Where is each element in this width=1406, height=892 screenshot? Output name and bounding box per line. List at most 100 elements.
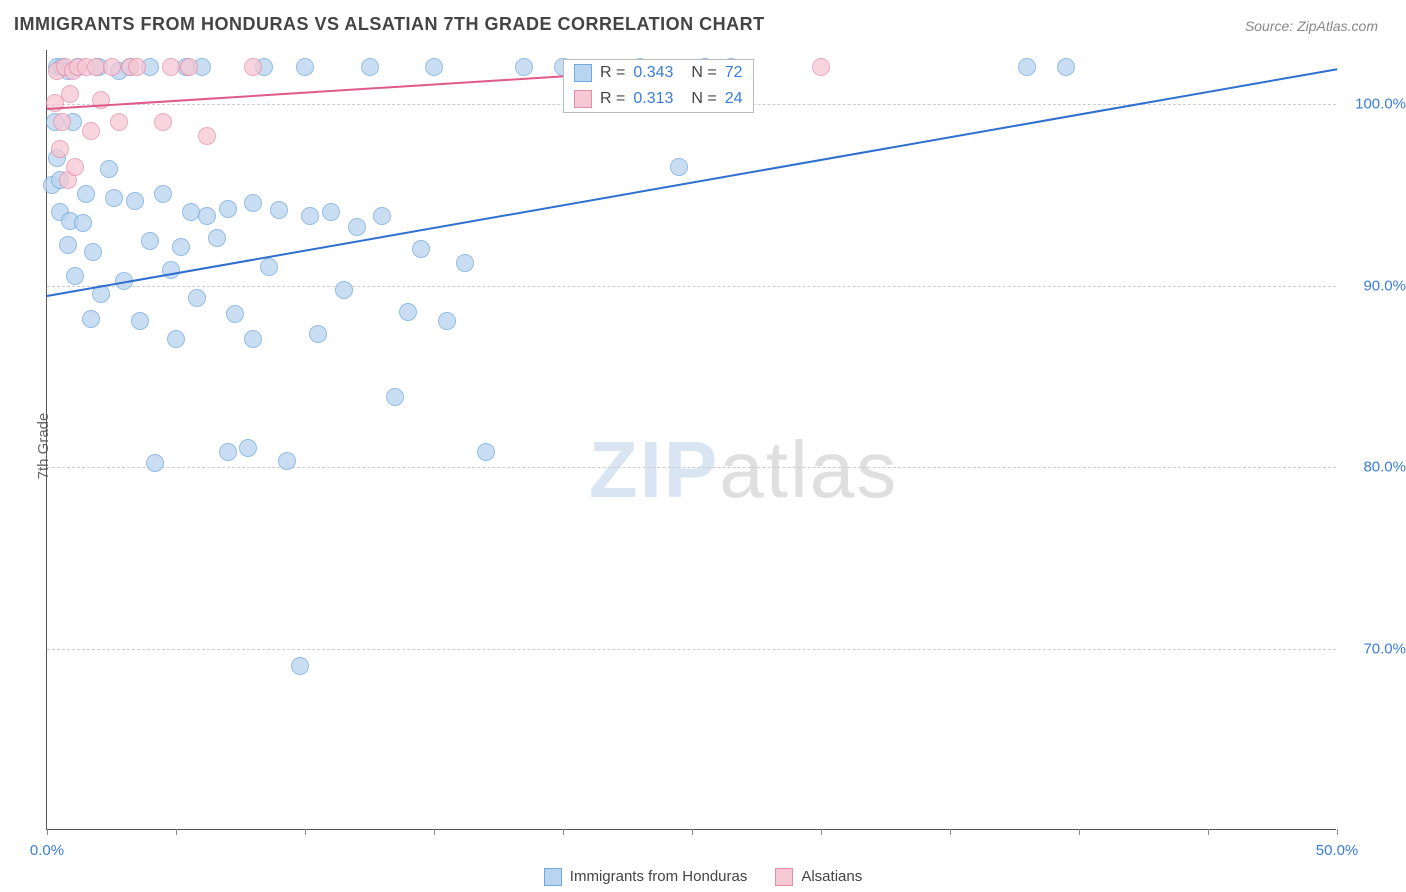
data-point xyxy=(105,189,123,207)
data-point xyxy=(162,261,180,279)
data-point xyxy=(77,185,95,203)
stat-swatch xyxy=(574,64,592,82)
bottom-legend: Immigrants from Honduras Alsatians xyxy=(0,868,1406,886)
chart-title: IMMIGRANTS FROM HONDURAS VS ALSATIAN 7TH… xyxy=(14,14,765,35)
data-point xyxy=(154,185,172,203)
data-point xyxy=(270,201,288,219)
data-point xyxy=(59,236,77,254)
stat-n-prefix: N = xyxy=(691,90,716,108)
stat-r-value: 0.343 xyxy=(633,64,673,82)
data-point xyxy=(1057,58,1075,76)
data-point xyxy=(167,330,185,348)
legend-item-alsatians: Alsatians xyxy=(775,868,862,886)
data-point xyxy=(66,158,84,176)
y-tick-label: 80.0% xyxy=(1346,459,1406,476)
x-tick-label: 0.0% xyxy=(30,842,64,859)
stat-r-value: 0.313 xyxy=(633,90,673,108)
data-point xyxy=(208,229,226,247)
y-tick-label: 70.0% xyxy=(1346,640,1406,657)
data-point xyxy=(239,439,257,457)
data-point xyxy=(670,158,688,176)
data-point xyxy=(126,192,144,210)
data-point xyxy=(438,312,456,330)
data-point xyxy=(154,113,172,131)
x-tick-mark xyxy=(821,829,822,835)
data-point xyxy=(141,232,159,250)
data-point xyxy=(61,85,79,103)
data-point xyxy=(162,58,180,76)
legend-label-honduras: Immigrants from Honduras xyxy=(570,868,748,885)
plot-area: ZIPatlas 70.0%80.0%90.0%100.0%0.0%50.0%R… xyxy=(46,50,1336,830)
data-point xyxy=(219,443,237,461)
stat-r-prefix: R = xyxy=(600,90,625,108)
data-point xyxy=(412,240,430,258)
data-point xyxy=(244,58,262,76)
data-point xyxy=(131,312,149,330)
data-point xyxy=(278,452,296,470)
x-tick-mark xyxy=(47,829,48,835)
data-point xyxy=(180,58,198,76)
stat-box: R = 0.343 N = 72 R = 0.313 N = 24 xyxy=(563,59,754,113)
x-tick-mark xyxy=(305,829,306,835)
data-point xyxy=(82,310,100,328)
data-point xyxy=(128,58,146,76)
data-point xyxy=(198,127,216,145)
legend-swatch-alsatians xyxy=(775,868,793,886)
data-point xyxy=(456,254,474,272)
data-point xyxy=(172,238,190,256)
x-tick-mark xyxy=(176,829,177,835)
data-point xyxy=(386,388,404,406)
x-tick-mark xyxy=(692,829,693,835)
data-point xyxy=(296,58,314,76)
watermark-prefix: ZIP xyxy=(589,425,719,514)
stat-n-value: 72 xyxy=(725,64,743,82)
y-tick-label: 100.0% xyxy=(1346,96,1406,113)
y-tick-label: 90.0% xyxy=(1346,277,1406,294)
data-point xyxy=(399,303,417,321)
data-point xyxy=(146,454,164,472)
data-point xyxy=(51,140,69,158)
data-point xyxy=(74,214,92,232)
data-point xyxy=(82,122,100,140)
stat-n-prefix: N = xyxy=(691,64,716,82)
gridline-h xyxy=(47,467,1336,468)
stat-swatch xyxy=(574,90,592,108)
x-tick-label: 50.0% xyxy=(1316,842,1359,859)
source-label: Source: ZipAtlas.com xyxy=(1245,18,1378,34)
data-point xyxy=(309,325,327,343)
data-point xyxy=(84,243,102,261)
data-point xyxy=(100,160,118,178)
watermark: ZIPatlas xyxy=(589,424,898,516)
data-point xyxy=(335,281,353,299)
data-point xyxy=(226,305,244,323)
x-tick-mark xyxy=(1337,829,1338,835)
stat-n-value: 24 xyxy=(725,90,743,108)
x-tick-mark xyxy=(563,829,564,835)
data-point xyxy=(198,207,216,225)
data-point xyxy=(361,58,379,76)
data-point xyxy=(53,113,71,131)
stat-row: R = 0.313 N = 24 xyxy=(564,86,753,112)
data-point xyxy=(110,113,128,131)
data-point xyxy=(66,267,84,285)
data-point xyxy=(477,443,495,461)
data-point xyxy=(812,58,830,76)
data-point xyxy=(260,258,278,276)
data-point xyxy=(219,200,237,218)
data-point xyxy=(373,207,391,225)
x-tick-mark xyxy=(950,829,951,835)
legend-label-alsatians: Alsatians xyxy=(801,868,862,885)
data-point xyxy=(1018,58,1036,76)
watermark-suffix: atlas xyxy=(719,425,898,514)
x-tick-mark xyxy=(434,829,435,835)
data-point xyxy=(348,218,366,236)
stat-row: R =0.343N =72 xyxy=(564,60,753,86)
data-point xyxy=(425,58,443,76)
data-point xyxy=(291,657,309,675)
gridline-h xyxy=(47,649,1336,650)
legend-swatch-honduras xyxy=(544,868,562,886)
data-point xyxy=(322,203,340,221)
data-point xyxy=(244,194,262,212)
gridline-h xyxy=(47,286,1336,287)
x-tick-mark xyxy=(1079,829,1080,835)
